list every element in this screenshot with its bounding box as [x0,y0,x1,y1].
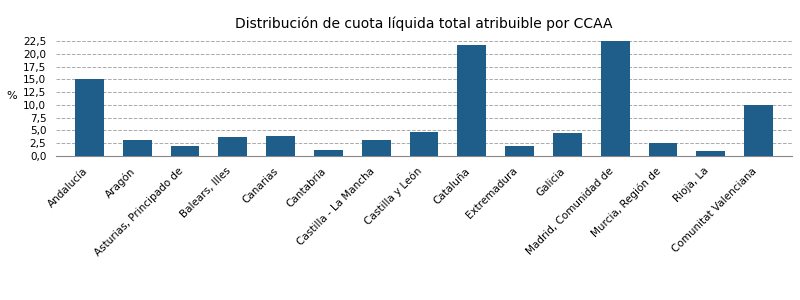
Bar [697,152,725,156]
Bar [123,140,151,156]
Bar [744,105,773,156]
Bar [458,45,486,156]
Bar [553,133,582,156]
Bar [601,41,630,156]
Bar [75,80,104,156]
Bar [362,140,390,156]
Bar [649,143,678,156]
Bar [170,146,199,156]
Bar [266,136,295,156]
Bar [506,146,534,156]
Bar [218,136,247,156]
Bar [410,132,438,156]
Title: Distribución de cuota líquida total atribuible por CCAA: Distribución de cuota líquida total atri… [235,16,613,31]
Bar [314,150,342,156]
Y-axis label: %: % [6,91,18,101]
